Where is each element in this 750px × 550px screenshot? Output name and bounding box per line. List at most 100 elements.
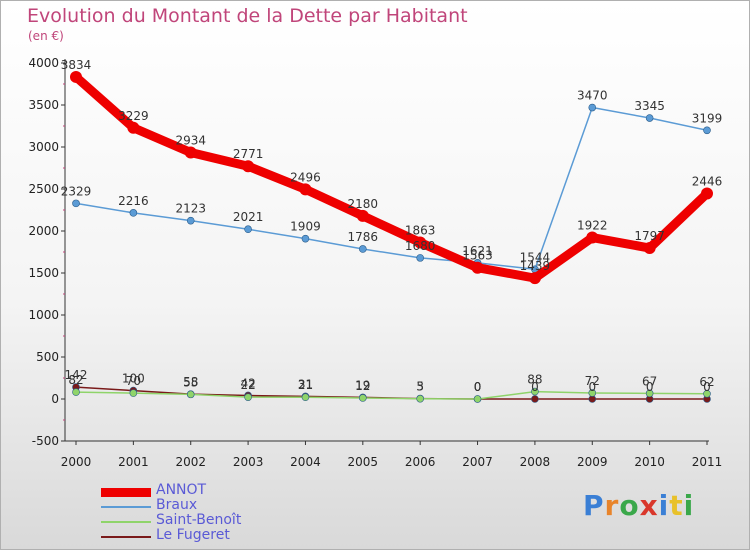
y-tick-label: 0 <box>51 392 59 406</box>
data-label: 67 <box>642 374 657 388</box>
y-tick-label: 1000 <box>28 308 59 322</box>
data-point <box>531 387 539 396</box>
data-point <box>588 103 597 112</box>
data-point <box>416 394 424 403</box>
series-line-saint-beno-t <box>75 390 708 400</box>
legend-label: ANNOT <box>156 482 207 498</box>
legend-label: Saint-Benoît <box>156 512 242 528</box>
data-label: 2446 <box>692 175 723 189</box>
legend-swatch <box>101 536 151 538</box>
data-label: 2934 <box>175 134 206 148</box>
legend-swatch <box>101 487 151 497</box>
data-point <box>588 389 597 397</box>
data-label: 1563 <box>462 249 493 263</box>
x-tick-label: 2007 <box>462 455 493 469</box>
data-point <box>416 254 424 262</box>
y-tick-label: 2000 <box>28 224 59 238</box>
logo-letter: i <box>683 489 695 522</box>
data-point <box>645 389 654 398</box>
data-label: 2180 <box>348 197 379 211</box>
data-point <box>244 393 252 401</box>
x-tick-label: 2009 <box>577 455 608 469</box>
data-point <box>471 261 484 274</box>
data-point <box>70 70 82 83</box>
x-tick-label: 2001 <box>118 455 149 469</box>
x-tick-label: 2010 <box>634 455 665 469</box>
data-point <box>72 388 80 396</box>
data-point <box>186 216 195 225</box>
data-label: 1797 <box>634 229 665 243</box>
y-tick-label: 2500 <box>28 182 59 196</box>
data-label: 1439 <box>520 259 551 273</box>
data-point <box>129 209 138 217</box>
data-label: 88 <box>527 373 542 387</box>
logo-letter: P <box>583 489 605 522</box>
data-point <box>244 225 252 234</box>
x-tick-label: 2002 <box>175 455 206 469</box>
data-label: 1909 <box>290 220 321 234</box>
data-label: 3470 <box>577 89 608 103</box>
data-label: 2123 <box>175 202 206 216</box>
data-label: 0 <box>703 380 711 394</box>
data-label: 1621 <box>462 244 493 258</box>
data-point <box>528 272 541 285</box>
data-label: 3834 <box>61 58 92 72</box>
data-label: 3 <box>416 380 424 394</box>
logo-letter: o <box>619 489 640 522</box>
x-tick-label: 2003 <box>233 455 264 469</box>
data-label: 2021 <box>233 210 264 224</box>
data-point <box>414 236 427 249</box>
y-tick-label: 1500 <box>28 266 59 280</box>
legend-label: Braux <box>156 497 198 513</box>
data-label: 62 <box>699 375 714 389</box>
data-label: 31 <box>298 377 313 391</box>
data-label: 3199 <box>692 111 723 125</box>
data-label: 1544 <box>520 250 551 264</box>
data-label: 58 <box>183 375 198 389</box>
data-label: 55 <box>183 375 198 389</box>
legend-swatch <box>101 506 151 508</box>
series-line-annot <box>73 73 711 283</box>
legend-swatch <box>101 521 151 523</box>
unit-label: (en €) <box>28 29 64 43</box>
data-label: 5 <box>416 380 424 394</box>
data-point <box>359 394 367 402</box>
data-label: 2771 <box>233 147 264 161</box>
data-point <box>301 393 310 402</box>
legend-label: Le Fugeret <box>156 527 230 543</box>
data-label: 70 <box>126 374 141 388</box>
logo-letter: i <box>658 489 670 522</box>
data-point <box>356 209 369 222</box>
data-label: 2496 <box>290 170 321 184</box>
data-label: 22 <box>240 378 255 392</box>
data-point <box>301 234 310 243</box>
x-tick-label: 2006 <box>405 455 436 469</box>
y-tick-label: 3000 <box>28 140 59 154</box>
data-point <box>72 199 80 208</box>
data-point <box>184 146 197 159</box>
x-tick-label: 2008 <box>520 455 551 469</box>
data-label: 1922 <box>577 219 608 233</box>
logo-letter: r <box>604 489 620 522</box>
data-point <box>242 160 255 173</box>
series-line-braux <box>75 106 708 271</box>
data-point <box>186 390 195 399</box>
y-tick-label: 4000 <box>28 56 59 70</box>
data-label: 3345 <box>634 99 665 113</box>
data-label: 0 <box>588 380 596 394</box>
data-point <box>703 126 711 135</box>
data-label: 2329 <box>61 184 92 198</box>
chart-title: Evolution du Montant de la Dette par Hab… <box>27 5 468 27</box>
data-point <box>531 395 539 403</box>
data-label: 0 <box>531 380 539 394</box>
data-label: 72 <box>585 374 600 388</box>
data-point <box>473 395 482 403</box>
data-point <box>359 245 367 253</box>
data-label: 3229 <box>118 109 149 123</box>
x-tick-label: 2005 <box>348 455 379 469</box>
logo-letter: x <box>639 489 659 522</box>
data-label: 1786 <box>348 230 379 244</box>
data-label: 21 <box>298 378 313 392</box>
